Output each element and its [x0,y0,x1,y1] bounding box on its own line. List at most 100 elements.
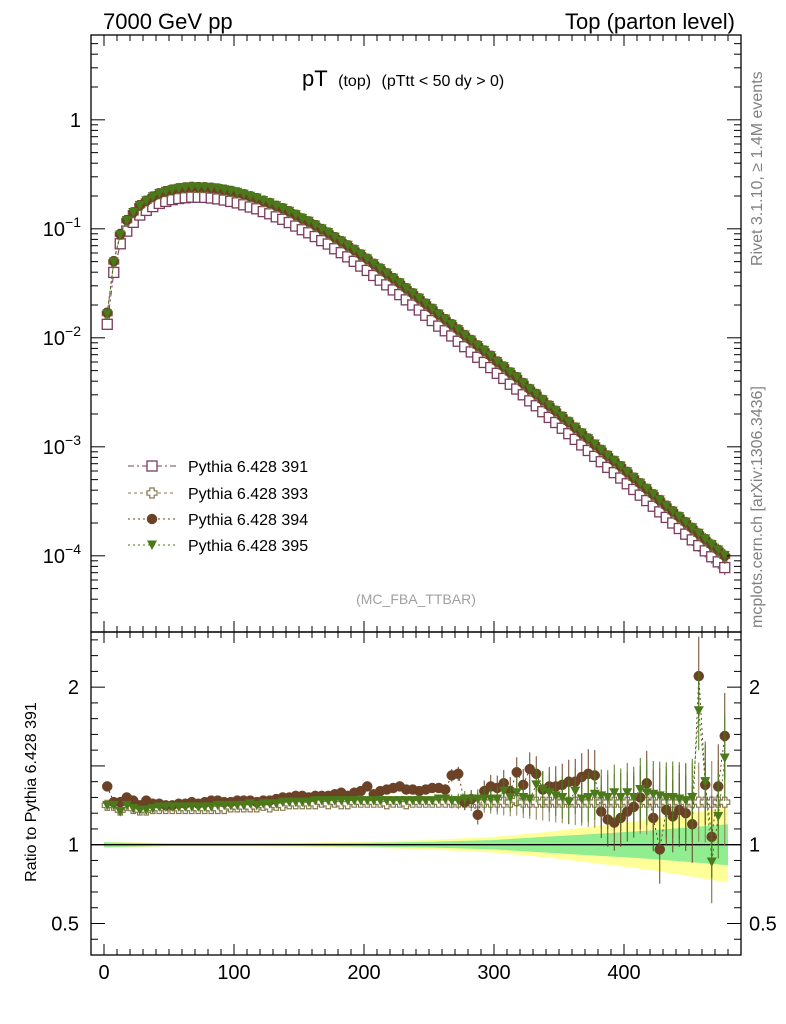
main-point-395 [687,523,698,533]
main-point-395 [700,534,711,544]
ratio-point-395 [271,799,282,809]
main-point-395 [271,201,282,211]
ratio-point-395 [258,799,269,809]
ratio-point-395 [557,792,568,803]
ratio-plot-panel: 2 2 1 1 0.5 0.5 0 100 200 300 400 Ratio to Pythia… [23,631,777,984]
main-point-395 [563,417,574,427]
main-y-tick-label: 10−3 [43,432,81,459]
ratio-point-394 [472,809,483,821]
main-y-tick-label: 1 [70,110,81,132]
main-point-391 [719,561,731,574]
main-point-395 [388,273,399,284]
ratio-point-395 [492,794,503,805]
main-point-395 [602,450,613,461]
ratio-point-395 [121,800,132,811]
main-point-395 [310,220,321,230]
legend-label-395: Pythia 6.428 395 [188,538,308,555]
main-point-395 [154,188,165,199]
ratio-axis-ticks [91,632,741,955]
main-point-395 [596,445,607,455]
main-y-tick-exponent: −4 [65,541,81,557]
ratio-point-395 [160,802,171,812]
ratio-point-395 [719,753,730,764]
ratio-point-394 [654,844,665,855]
main-point-395 [381,268,392,279]
main-series-395 [102,182,730,563]
ratio-point-395 [238,800,249,811]
ratio-point-395 [680,796,691,806]
main-series-393 [101,181,731,564]
main-point-395 [115,230,126,240]
main-point-395 [375,263,386,274]
x-tick-label: 300 [477,962,510,984]
main-point-395 [147,192,158,202]
main-y-tick-exponent: −3 [65,432,81,448]
ratio-point-395 [635,785,646,795]
main-y-tick-labels: 110−110−210−310−4 [43,110,81,568]
main-point-391 [680,528,692,540]
main-point-395 [362,254,373,264]
main-series-layer [101,181,731,576]
main-point-395 [342,240,353,251]
x-tick-labels: 0 100 200 300 400 [98,962,640,984]
ratio-point-395 [355,796,366,806]
ratio-point-395 [505,792,516,803]
main-y-tick-label: 10−2 [43,323,81,350]
ratio-point-395 [310,796,321,806]
ratio-point-395 [329,796,340,806]
ratio-point-395 [394,796,405,806]
legend: Pythia 6.428 391 Pythia 6.428 393 Pythia… [128,459,308,555]
ratio-point-395 [362,796,373,806]
ratio-point-395 [316,796,327,806]
main-point-395 [277,203,288,214]
legend-entry-395: Pythia 6.428 395 [128,538,308,555]
main-point-395 [537,395,548,405]
ratio-point-395 [511,788,522,798]
main-point-391 [537,406,549,418]
ratio-point-395 [147,803,158,814]
ratio-point-395 [225,800,236,811]
main-point-391 [108,266,120,279]
main-point-395 [128,208,139,218]
ratio-point-395 [193,802,204,812]
header-left-label: 7000 GeV pp [103,9,233,34]
x-tick-label: 200 [347,962,380,984]
ratio-point-395 [167,802,178,812]
ratio-point-395 [303,797,314,808]
main-point-395 [531,389,542,399]
ratio-point-395 [154,802,165,812]
main-point-391 [621,478,633,490]
main-point-395 [167,185,178,195]
ratio-point-395 [570,786,581,797]
ratio-point-395 [479,794,490,805]
main-point-395 [654,495,665,505]
main-point-391 [628,483,640,496]
ratio-point-395 [251,800,262,811]
main-y-tick-exponent: −1 [65,214,81,230]
ratio-point-395 [693,706,704,716]
ratio-point-395 [524,794,535,805]
ratio-y-tick-label-right: 0.5 [749,913,777,935]
rivet-version-label: Rivet 3.1.10, ≥ 1.4M events [749,71,766,266]
main-point-395 [407,288,418,299]
main-point-395 [180,182,191,193]
main-point-395 [368,259,379,269]
plot-title-cut: (pTtt < 50 dy > 0) [382,73,505,90]
ratio-point-394 [440,784,451,795]
main-series-394 [102,181,730,564]
main-point-395 [108,257,119,267]
main-point-395 [570,422,581,433]
ratio-point-395 [219,800,230,811]
ratio-point-395 [661,792,672,803]
main-point-395 [661,501,672,511]
legend-entry-391: Pythia 6.428 391 [128,459,308,476]
ratio-point-395 [628,792,639,803]
ratio-point-395 [583,792,594,803]
ratio-point-395 [602,792,613,803]
main-y-tick-exponent: −2 [65,323,81,339]
ratio-point-395 [336,796,347,806]
main-point-395 [544,400,555,411]
main-point-395 [479,345,490,356]
main-plot-panel: 110−110−210−310−4 pT (top) (pTtt < 50 dy… [43,34,742,633]
